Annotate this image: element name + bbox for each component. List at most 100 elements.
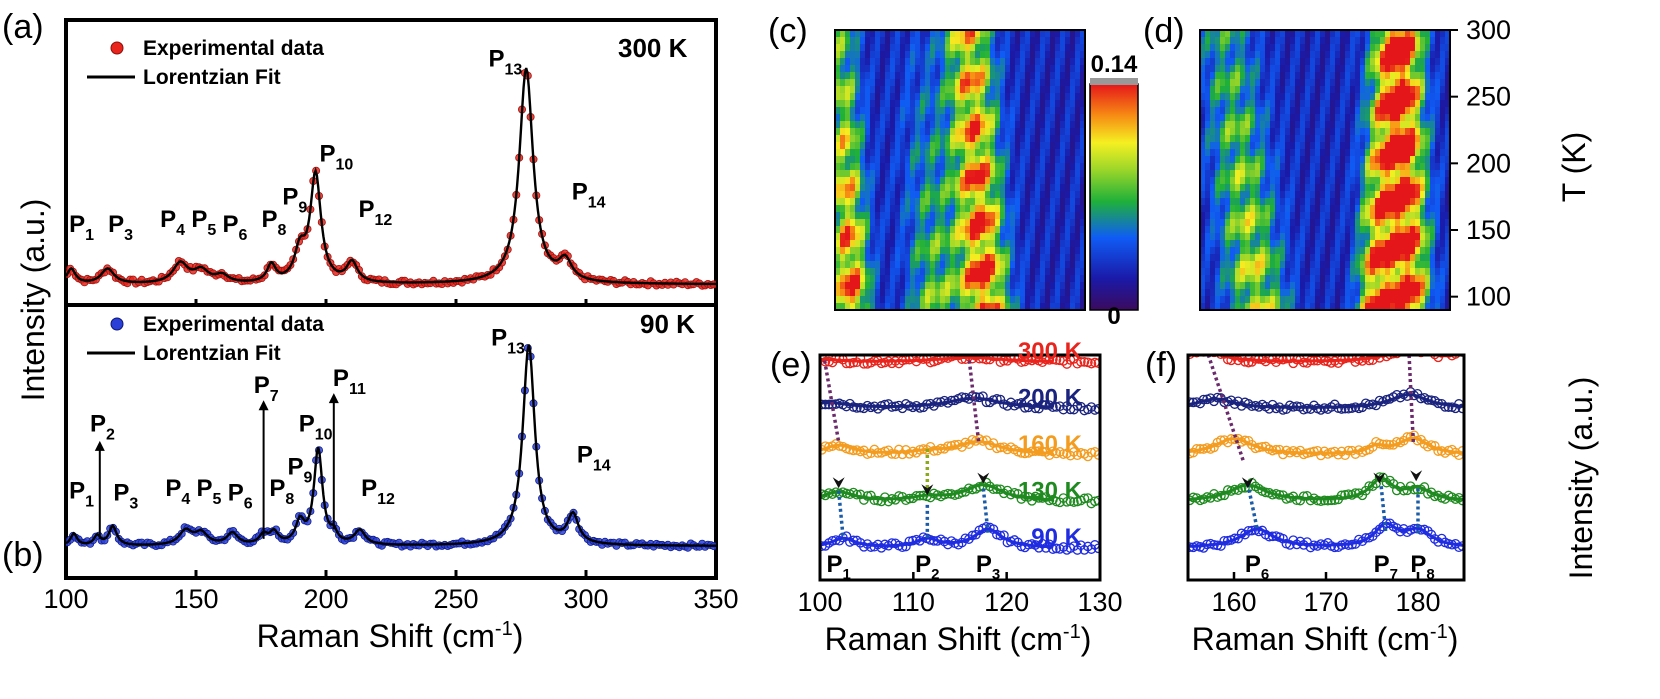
heatmap-cell [1445,296,1450,304]
heatmap-cell [1340,205,1346,213]
heatmap-cell [935,107,941,115]
heatmap-cell [1070,100,1076,108]
heatmap-cell [1005,177,1011,185]
heatmap-cell [1300,282,1306,290]
heatmap-cell [960,177,966,185]
heatmap-cell [875,100,881,108]
heatmap-cell [1050,79,1056,87]
heatmap-cell [885,303,891,310]
heatmap-cell [1020,247,1026,255]
heatmap-cell [875,93,881,101]
heatmap-cell [960,303,966,310]
heatmap-cell [1350,177,1356,185]
heatmap-cell [840,135,846,143]
heatmap-cell [890,219,896,227]
heatmap-cell [985,58,991,66]
heatmap-cell [865,100,871,108]
heatmap-cell [1060,121,1066,129]
heatmap-cell [845,177,851,185]
heatmap-cell [910,254,916,262]
heatmap-cell [1080,121,1085,129]
d-ytick-label: 250 [1466,82,1511,112]
heatmap-cell [1250,184,1256,192]
heatmap-cell [1255,247,1261,255]
heatmap-cell [930,58,936,66]
heatmap-cell [1015,289,1021,297]
heatmap-cell [1330,268,1336,276]
heatmap-cell [1060,79,1066,87]
heatmap-cell [1430,212,1436,220]
heatmap-cell [1285,268,1291,276]
heatmap-cell [1005,86,1011,94]
heatmap-cell [1045,226,1051,234]
heatmap-cell [970,289,976,297]
heatmap-cell [895,107,901,115]
heatmap-cell [1065,86,1071,94]
heatmap-cell [1270,65,1276,73]
heatmap-cell [980,30,986,38]
heatmap-cell [920,177,926,185]
heatmap-cell [1325,275,1331,283]
heatmap-cell [1340,51,1346,59]
heatmap-cell [1330,282,1336,290]
heatmap-cell [1420,226,1426,234]
heatmap-cell [905,30,911,38]
heatmap-cell [940,268,946,276]
heatmap-cell [945,240,951,248]
heatmap-cell [1000,212,1006,220]
heatmap-cell [1400,282,1406,290]
heatmap-cell [1010,100,1016,108]
heatmap-cell [1025,261,1031,269]
heatmap-cell [855,233,861,241]
heatmap-cell [1425,191,1431,199]
heatmap-cell [1240,226,1246,234]
heatmap-cell [1225,163,1231,171]
heatmap-cell [1340,72,1346,80]
heatmap-cell [1035,177,1041,185]
heatmap-cell [1360,86,1366,94]
heatmap-cell [1205,226,1211,234]
heatmap-cell [1055,128,1061,136]
heatmap-cell [955,79,961,87]
heatmap-cell [1320,100,1326,108]
heatmap-cell [1045,296,1051,304]
heatmap-cell [1255,30,1261,38]
heatmap-cell [1260,142,1266,150]
heatmap-cell [880,107,886,115]
heatmap-cell [1005,121,1011,129]
heatmap-cell [915,149,921,157]
heatmap-cell [1390,177,1396,185]
heatmap-cell [990,86,996,94]
heatmap-cell [1225,107,1231,115]
heatmap-cell [1345,261,1351,269]
heatmap-cell [965,275,971,283]
heatmap-cell [925,303,931,310]
heatmap-cell [890,142,896,150]
heatmap-cell [905,247,911,255]
heatmap-cell [960,205,966,213]
heatmap-cell [1405,79,1411,87]
heatmap-cell [835,170,841,178]
heatmap-cell [1275,212,1281,220]
heatmap-cell [955,163,961,171]
heatmap-cell [1230,44,1236,52]
heatmap-cell [1245,254,1251,262]
heatmap-cell [1285,170,1291,178]
heatmap-cell [865,191,871,199]
heatmap-cell [840,177,846,185]
heatmap-cell [950,282,956,290]
heatmap-cell [1220,163,1226,171]
heatmap-cell [1080,93,1085,101]
heatmap-cell [965,219,971,227]
heatmap-cell [1230,268,1236,276]
heatmap-cell [970,191,976,199]
heatmap-cell [905,170,911,178]
heatmap-cell [1390,107,1396,115]
heatmap-cell [1420,170,1426,178]
heatmap-cell [1430,296,1436,304]
heatmap-cell [840,198,846,206]
heatmap-cell [1390,226,1396,234]
heatmap-cell [1250,205,1256,213]
heatmap-cell [1345,177,1351,185]
heatmap-cell [1065,254,1071,262]
